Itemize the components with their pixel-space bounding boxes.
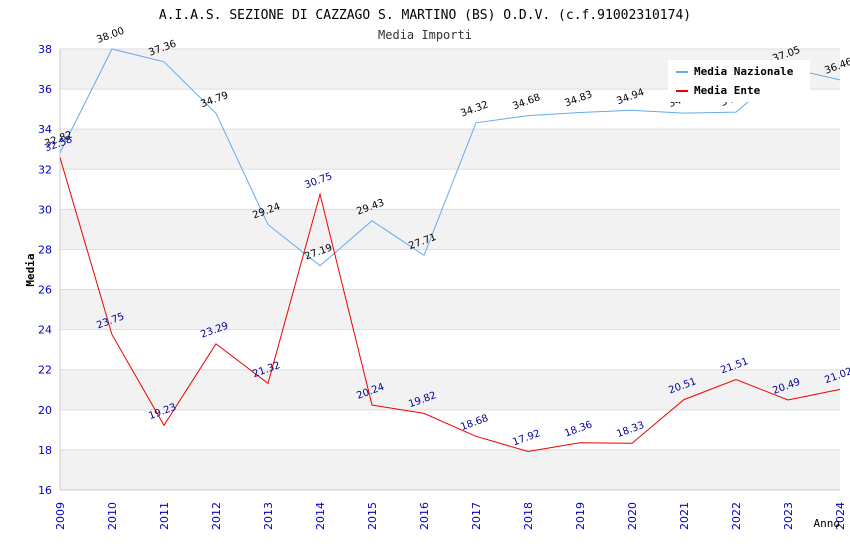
- data-label: 30.75: [303, 171, 334, 191]
- data-label: 18.33: [615, 420, 646, 440]
- series-line-0: [59, 48, 841, 267]
- y-axis-label: Media: [24, 253, 37, 286]
- x-axis-label: Anno: [814, 517, 841, 530]
- y-tick-label: 30: [38, 203, 52, 216]
- data-label: 18.36: [563, 419, 594, 439]
- y-tick-label: 22: [38, 364, 52, 377]
- x-tick-label: 2023: [782, 502, 795, 530]
- plot-band: [60, 449, 840, 490]
- x-tick-label: 2010: [106, 502, 119, 530]
- y-tick-label: 16: [38, 484, 52, 497]
- y-tick-label: 20: [38, 404, 52, 417]
- data-label: 34.79: [199, 90, 230, 110]
- x-tick-label: 2024: [834, 502, 847, 530]
- chart-title: A.I.A.S. SEZIONE DI CAZZAGO S. MARTINO (…: [159, 8, 691, 23]
- series-line-1: [59, 157, 841, 453]
- x-tick-label: 2014: [314, 502, 327, 530]
- legend-box: [668, 60, 810, 102]
- data-label: 34.32: [459, 99, 490, 119]
- y-tick-label: 24: [38, 324, 52, 337]
- x-tick-label: 2009: [54, 502, 67, 530]
- y-tick-label: 38: [38, 43, 52, 56]
- series-lines: [59, 48, 841, 453]
- x-tick-label: 2016: [418, 502, 431, 530]
- x-tick-label: 2011: [158, 502, 171, 530]
- y-tick-label: 32: [38, 163, 52, 176]
- legend-label-media-nazionale: Media Nazionale: [694, 65, 794, 78]
- x-tick-label: 2022: [730, 502, 743, 530]
- data-label: 17.92: [511, 428, 542, 448]
- data-label: 18.68: [459, 413, 490, 433]
- legend: Media Nazionale Media Ente: [668, 60, 810, 102]
- y-tick-label: 36: [38, 83, 52, 96]
- data-label: 34.83: [563, 89, 594, 109]
- data-label: 34.94: [615, 87, 646, 107]
- plot-band: [60, 209, 840, 250]
- y-tick-label: 26: [38, 284, 52, 297]
- chart-subtitle: Media Importi: [378, 28, 472, 42]
- data-label: 38.00: [95, 26, 126, 46]
- x-tick-label: 2018: [522, 502, 535, 530]
- x-tick-label: 2015: [366, 502, 379, 530]
- y-tick-label: 28: [38, 243, 52, 256]
- x-tick-label: 2020: [626, 502, 639, 530]
- plot-bands: [60, 49, 840, 490]
- x-tick-label: 2012: [210, 502, 223, 530]
- x-tick-label: 2013: [262, 502, 275, 530]
- x-axis-ticks: 2009 2010 2011 2012 2013 2014 2015 2016 2017 2018…: [54, 502, 847, 530]
- grid-lines: [60, 48, 840, 491]
- plot-band: [60, 289, 840, 330]
- y-axis-ticks: 16 18 20 22 24 26 28 30 32 34 36 38: [38, 43, 52, 497]
- x-tick-label: 2021: [678, 502, 691, 530]
- y-tick-label: 34: [38, 123, 52, 136]
- plot-band: [60, 129, 840, 170]
- data-label: 34.68: [511, 92, 542, 112]
- x-tick-label: 2019: [574, 502, 587, 530]
- legend-label-media-ente: Media Ente: [694, 84, 761, 97]
- x-tick-label: 2017: [470, 502, 483, 530]
- y-tick-label: 18: [38, 444, 52, 457]
